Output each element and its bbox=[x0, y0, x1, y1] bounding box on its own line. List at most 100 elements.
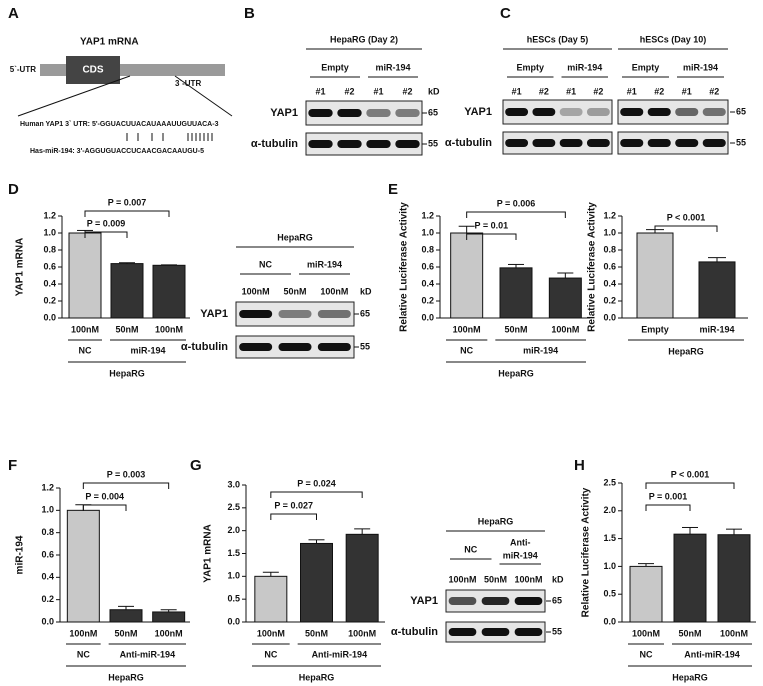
mir-sequence: Has-miR-194: 3'-AGGUGUACCUCAACGACAAUGU-5 bbox=[30, 148, 204, 155]
band bbox=[532, 139, 556, 147]
group-label: miR-194 bbox=[375, 62, 410, 72]
band bbox=[278, 343, 312, 351]
group-label: Empty bbox=[632, 62, 660, 72]
band bbox=[647, 139, 671, 147]
lane-label: #1 bbox=[566, 86, 576, 96]
y-tick-label: 2.5 bbox=[227, 502, 240, 512]
marker-label: 65 bbox=[428, 107, 438, 117]
group-label: miR-194 bbox=[130, 345, 165, 355]
y-tick-label: 0.6 bbox=[43, 261, 56, 271]
group-label: miR-194 bbox=[307, 259, 342, 269]
x-axis-label: HepaRG bbox=[672, 672, 708, 682]
group-label: NC bbox=[460, 345, 473, 355]
band bbox=[239, 310, 273, 318]
p-bracket bbox=[645, 482, 735, 489]
y-tick-label: 1.5 bbox=[603, 533, 616, 543]
lane-label: 100nM bbox=[242, 286, 270, 296]
y-tick-label: 0.0 bbox=[41, 616, 54, 626]
band bbox=[675, 108, 699, 116]
p-bracket bbox=[84, 231, 128, 238]
group-label: NC bbox=[464, 544, 477, 554]
x-tick-label: 50nM bbox=[504, 324, 527, 334]
p-value: P < 0.001 bbox=[667, 212, 706, 222]
y-tick-label: 0.5 bbox=[227, 594, 240, 604]
y-tick-label: 0.0 bbox=[603, 312, 616, 322]
band bbox=[514, 628, 543, 636]
bar bbox=[110, 263, 144, 319]
zoom-line bbox=[174, 75, 233, 117]
lane-label: #2 bbox=[654, 86, 664, 96]
y-axis-label: Relative Luciferase Activity bbox=[399, 202, 410, 332]
p-bracket bbox=[82, 504, 127, 511]
y-tick-label: 0.8 bbox=[421, 244, 434, 254]
x-axis-label: HepaRG bbox=[299, 672, 335, 682]
p-bracket bbox=[270, 491, 363, 498]
lane-label: 50nM bbox=[283, 286, 306, 296]
y-axis-label: miR-194 bbox=[15, 535, 26, 574]
unit-label: kD bbox=[360, 286, 372, 296]
panel-label: B bbox=[244, 5, 255, 22]
lane-label: 100nM bbox=[448, 574, 476, 584]
bar bbox=[300, 542, 333, 623]
panel-label: E bbox=[388, 181, 398, 198]
p-bracket bbox=[84, 210, 170, 217]
p-value: P = 0.004 bbox=[85, 491, 124, 501]
band bbox=[586, 108, 610, 116]
schematic: YAP1 mRNA CDS 5`-UTR 3`-UTR Human YAP1 3… bbox=[10, 37, 233, 155]
marker-label: 55 bbox=[428, 138, 438, 148]
band bbox=[366, 140, 391, 148]
cds-label: CDS bbox=[82, 65, 103, 76]
x-tick-label: 100nM bbox=[71, 324, 99, 334]
band bbox=[620, 139, 644, 147]
band bbox=[505, 108, 529, 116]
y-tick-label: 0.2 bbox=[41, 594, 54, 604]
bar bbox=[499, 267, 533, 319]
band bbox=[448, 628, 477, 636]
y-tick-label: 0.0 bbox=[43, 312, 56, 322]
y-tick-label: 1.2 bbox=[421, 210, 434, 220]
p-bracket bbox=[654, 225, 718, 232]
human-sequence: Human YAP1 3` UTR: 5'-GGUACUUACAUAAAUUGU… bbox=[20, 121, 219, 128]
y-tick-label: 1.0 bbox=[41, 505, 54, 515]
band bbox=[395, 140, 420, 148]
row-label: YAP1 bbox=[464, 106, 492, 118]
x-tick-label: 50nM bbox=[115, 324, 138, 334]
y-tick-label: 0.6 bbox=[603, 261, 616, 271]
band bbox=[317, 310, 351, 318]
marker-label: 65 bbox=[552, 595, 562, 605]
lane-label: #2 bbox=[539, 86, 549, 96]
x-tick-label: 100nM bbox=[720, 628, 748, 638]
lane-label: #1 bbox=[315, 86, 325, 96]
x-tick-label: 100nM bbox=[632, 628, 660, 638]
band bbox=[505, 139, 529, 147]
blot-title: HepaRG (Day 2) bbox=[330, 34, 398, 44]
y-tick-label: 1.0 bbox=[43, 227, 56, 237]
blot-title: HepaRG bbox=[478, 516, 514, 526]
p-value: P = 0.024 bbox=[297, 478, 336, 488]
band bbox=[532, 108, 556, 116]
p-bracket bbox=[645, 504, 691, 511]
group-label: Empty bbox=[321, 62, 349, 72]
group-label: Anti-miR-194 bbox=[312, 649, 368, 659]
p-bracket bbox=[270, 513, 317, 520]
y-tick-label: 0.8 bbox=[603, 244, 616, 254]
p-value: P = 0.003 bbox=[107, 469, 146, 479]
y-tick-label: 0.6 bbox=[41, 549, 54, 559]
bar bbox=[698, 261, 736, 319]
group-label: miR-194 bbox=[567, 62, 602, 72]
y-tick-label: 1.0 bbox=[603, 227, 616, 237]
bar bbox=[345, 533, 379, 623]
bar bbox=[66, 509, 100, 623]
band bbox=[702, 139, 726, 147]
y-tick-label: 1.5 bbox=[227, 548, 240, 558]
bar bbox=[68, 232, 102, 319]
y-tick-label: 0.6 bbox=[421, 261, 434, 271]
y-tick-label: 3.0 bbox=[227, 479, 240, 489]
y-axis-label: Relative Luciferase Activity bbox=[581, 487, 592, 617]
marker-label: 65 bbox=[360, 308, 370, 318]
blot-box bbox=[617, 131, 729, 155]
y-tick-label: 0.4 bbox=[43, 278, 56, 288]
x-tick-label: 100nM bbox=[348, 628, 376, 638]
band bbox=[559, 108, 583, 116]
